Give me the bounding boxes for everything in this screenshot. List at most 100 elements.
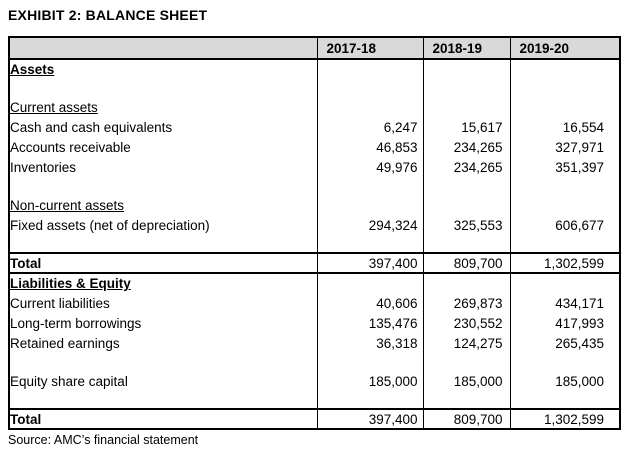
table-row-retained-earnings: Retained earnings 36,318 124,275 265,435 (9, 333, 620, 353)
row-label: Assets (9, 59, 317, 79)
cell-value: 46,853 (316, 137, 423, 157)
cell-value: 397,400 (316, 252, 423, 274)
table-row-accounts-receivable: Accounts receivable 46,853 234,265 327,9… (9, 137, 620, 157)
cell-value (422, 177, 510, 195)
cell-value: 265,435 (509, 333, 620, 353)
cell-value: 234,265 (422, 137, 510, 157)
cell-value: 1,302,599 (509, 408, 620, 429)
cell-value: 40,606 (316, 293, 423, 313)
cell-value: 16,554 (509, 117, 620, 137)
header-cell-year-2017-18: 2017-18 (316, 37, 423, 60)
cell-value (316, 59, 423, 79)
cell-value (422, 235, 510, 253)
cell-value (509, 177, 620, 195)
row-label (9, 79, 317, 97)
cell-value (509, 79, 620, 97)
row-label: Inventories (10, 159, 77, 175)
cell-value (422, 59, 510, 79)
table-row-total-assets: Total 397,400 809,700 1,302,599 (9, 252, 620, 274)
header-cell-empty (9, 37, 317, 60)
table-row-spacer (9, 353, 620, 371)
cell-value (509, 273, 620, 293)
cell-value: 397,400 (316, 408, 423, 429)
cell-value (509, 235, 620, 253)
balance-sheet-table: 2017-18 2018-19 2019-20 Assets Current a… (8, 36, 621, 430)
cell-value: 434,171 (509, 293, 620, 313)
cell-value (316, 235, 423, 253)
cell-value: 269,873 (422, 293, 510, 313)
cell-value: 351,397 (509, 157, 620, 177)
row-label: Total (9, 252, 317, 274)
table-row-equity-share-capital: Equity share capital 185,000 185,000 185… (9, 371, 620, 391)
table-row-inventories: Inventories 49,976 234,265 351,397 (9, 157, 620, 177)
cell-value: 185,000 (509, 371, 620, 391)
row-label (9, 235, 317, 253)
row-label: Fixed assets (net of depreciation) (10, 217, 210, 233)
row-label: Long-term borrowings (10, 315, 142, 331)
row-label: Total (9, 408, 317, 429)
row-label: Cash and cash equivalents (10, 119, 173, 135)
cell-value (316, 177, 423, 195)
cell-value (422, 79, 510, 97)
row-label: Accounts receivable (10, 139, 131, 155)
cell-value (422, 97, 510, 117)
cell-value: 230,552 (422, 313, 510, 333)
cell-value: 124,275 (422, 333, 510, 353)
row-label: Equity share capital (10, 373, 128, 389)
cell-value (316, 353, 423, 371)
cell-value (509, 59, 620, 79)
cell-value (316, 273, 423, 293)
cell-value: 49,976 (316, 157, 423, 177)
table-row-liabilities-equity-header: Liabilities & Equity (9, 273, 620, 293)
table-row-assets-header: Assets (9, 59, 620, 79)
cell-value (509, 353, 620, 371)
table-row-spacer (9, 391, 620, 409)
row-label: Liabilities & Equity (9, 273, 317, 293)
row-label: Current liabilities (10, 295, 110, 311)
table-row-spacer (9, 235, 620, 253)
row-label (9, 391, 317, 409)
row-label: Current assets (9, 97, 317, 117)
total-label: Total (10, 411, 42, 427)
cell-value: 36,318 (316, 333, 423, 353)
cell-value (316, 79, 423, 97)
cell-value: 294,324 (316, 215, 423, 235)
table-row-total-liabilities-equity: Total 397,400 809,700 1,302,599 (9, 408, 620, 429)
table-row-fixed-assets: Fixed assets (net of depreciation) 294,3… (9, 215, 620, 235)
table-row-current-assets-header: Current assets (9, 97, 620, 117)
table-row-current-liabilities: Current liabilities 40,606 269,873 434,1… (9, 293, 620, 313)
cell-value (509, 195, 620, 215)
table-row-spacer (9, 177, 620, 195)
cell-value: 417,993 (509, 313, 620, 333)
row-label: Non-current assets (9, 195, 317, 215)
section-heading: Liabilities & Equity (10, 276, 131, 291)
cell-value: 809,700 (422, 252, 510, 274)
cell-value: 234,265 (422, 157, 510, 177)
cell-value (316, 195, 423, 215)
cell-value (422, 195, 510, 215)
cell-value: 606,677 (509, 215, 620, 235)
cell-value: 809,700 (422, 408, 510, 429)
row-label (9, 177, 317, 195)
cell-value (316, 97, 423, 117)
row-label (9, 353, 317, 371)
cell-value (509, 97, 620, 117)
cell-value: 185,000 (316, 371, 423, 391)
cell-value: 15,617 (422, 117, 510, 137)
total-label: Total (10, 255, 42, 271)
table-row-non-current-assets-header: Non-current assets (9, 195, 620, 215)
cell-value (422, 391, 510, 409)
source-note: Source: AMC’s financial statement (8, 433, 199, 447)
table-row-long-term-borrowings: Long-term borrowings 135,476 230,552 417… (9, 313, 620, 333)
table-row-cash: Cash and cash equivalents 6,247 15,617 1… (9, 117, 620, 137)
table-header-row: 2017-18 2018-19 2019-20 (9, 37, 620, 60)
cell-value (316, 391, 423, 409)
cell-value: 327,971 (509, 137, 620, 157)
cell-value (422, 353, 510, 371)
subsection-heading: Non-current assets (10, 197, 125, 213)
row-label: Retained earnings (10, 335, 120, 351)
cell-value: 325,553 (422, 215, 510, 235)
cell-value: 185,000 (422, 371, 510, 391)
page-title: EXHIBIT 2: BALANCE SHEET (8, 7, 208, 23)
